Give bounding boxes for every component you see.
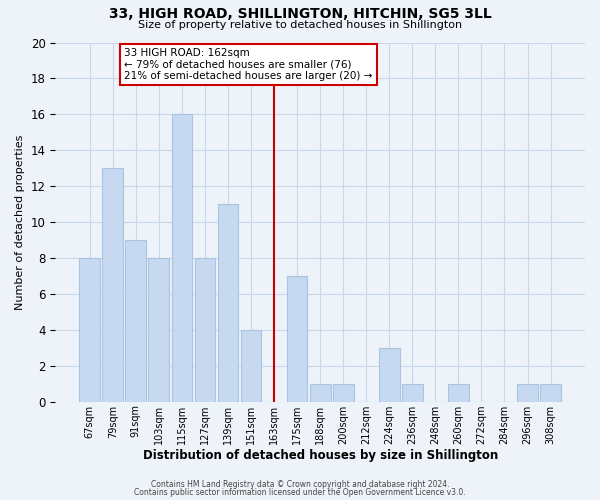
Bar [333,384,353,402]
Bar [241,330,262,402]
Bar [172,114,192,402]
Bar [148,258,169,402]
Bar [517,384,538,402]
Y-axis label: Number of detached properties: Number of detached properties [15,134,25,310]
Text: Size of property relative to detached houses in Shillington: Size of property relative to detached ho… [138,20,462,30]
Bar [125,240,146,402]
Bar [103,168,123,402]
Bar [194,258,215,402]
Bar [218,204,238,402]
Bar [448,384,469,402]
Bar [540,384,561,402]
X-axis label: Distribution of detached houses by size in Shillington: Distribution of detached houses by size … [143,450,498,462]
Text: Contains HM Land Registry data © Crown copyright and database right 2024.: Contains HM Land Registry data © Crown c… [151,480,449,489]
Bar [79,258,100,402]
Text: 33 HIGH ROAD: 162sqm
← 79% of detached houses are smaller (76)
21% of semi-detac: 33 HIGH ROAD: 162sqm ← 79% of detached h… [124,48,373,81]
Bar [310,384,331,402]
Bar [287,276,307,402]
Bar [402,384,422,402]
Text: 33, HIGH ROAD, SHILLINGTON, HITCHIN, SG5 3LL: 33, HIGH ROAD, SHILLINGTON, HITCHIN, SG5… [109,8,491,22]
Bar [379,348,400,402]
Text: Contains public sector information licensed under the Open Government Licence v3: Contains public sector information licen… [134,488,466,497]
